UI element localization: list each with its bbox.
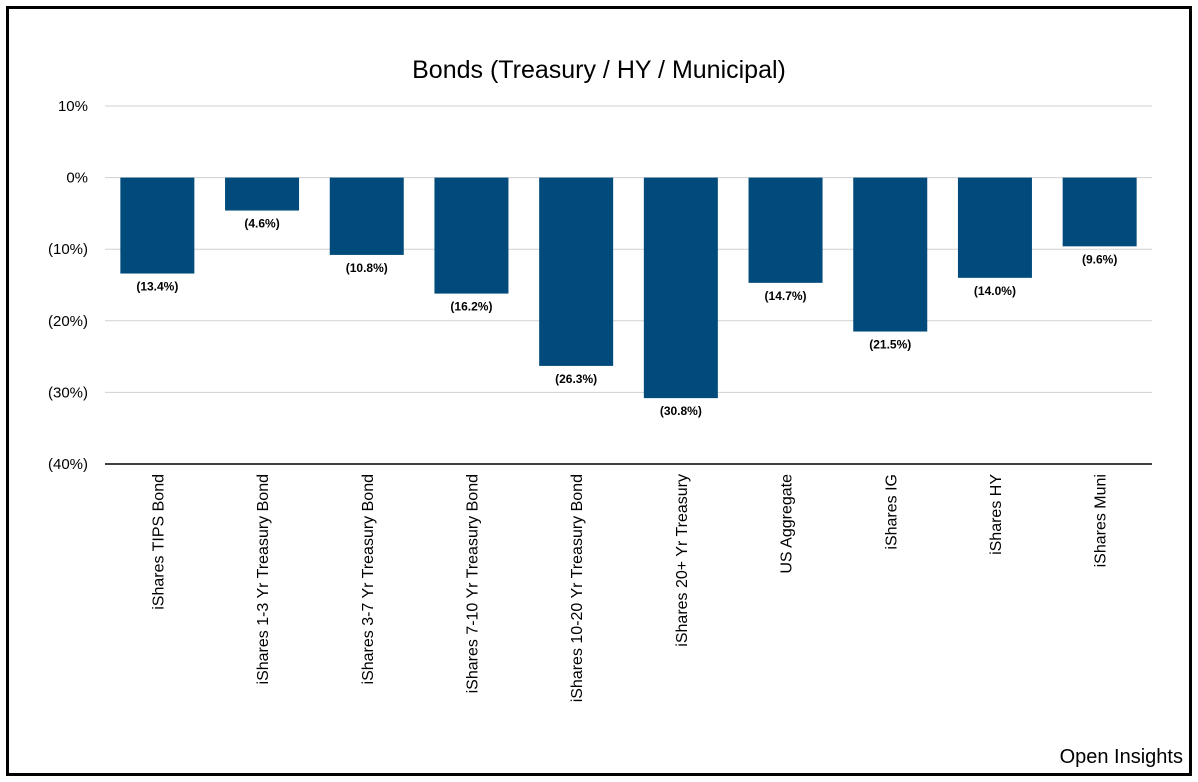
bar bbox=[225, 177, 300, 211]
bar bbox=[853, 177, 928, 332]
data-label: (21.5%) bbox=[869, 338, 911, 352]
data-label: (14.7%) bbox=[765, 289, 807, 303]
bar bbox=[539, 177, 614, 366]
x-tick-label: iShares 3-7 Yr Treasury Bond bbox=[360, 474, 377, 684]
bar bbox=[957, 177, 1032, 278]
x-tick-label: iShares 7-10 Yr Treasury Bond bbox=[464, 474, 481, 693]
data-label: (10.8%) bbox=[346, 261, 388, 275]
x-tick-label: iShares Muni bbox=[1093, 474, 1110, 567]
bar bbox=[434, 177, 509, 294]
x-tick-label: iShares TIPS Bond bbox=[150, 474, 167, 610]
y-tick-label: (20%) bbox=[48, 313, 88, 330]
y-tick-label: 10% bbox=[58, 98, 88, 115]
y-tick-label: 0% bbox=[66, 170, 88, 187]
bar bbox=[643, 177, 718, 399]
bar bbox=[1062, 177, 1137, 247]
x-tick-label: iShares 10-20 Yr Treasury Bond bbox=[569, 474, 586, 702]
bar bbox=[120, 177, 195, 274]
data-label: (16.2%) bbox=[450, 300, 492, 314]
data-label: (30.8%) bbox=[660, 404, 702, 418]
y-tick-label: (10%) bbox=[48, 241, 88, 258]
x-tick-label: iShares 1-3 Yr Treasury Bond bbox=[255, 474, 272, 684]
data-label: (9.6%) bbox=[1082, 252, 1117, 266]
x-tick-label: iShares 20+ Yr Treasury bbox=[674, 474, 691, 647]
x-tick-label: iShares IG bbox=[883, 474, 900, 550]
x-tick-label: US Aggregate bbox=[779, 474, 796, 574]
data-label: (13.4%) bbox=[136, 280, 178, 294]
x-tick-label: iShares HY bbox=[988, 474, 1005, 555]
data-label: (14.0%) bbox=[974, 284, 1016, 298]
y-tick-label: (30%) bbox=[48, 384, 88, 401]
bar bbox=[329, 177, 404, 255]
y-tick-label: (40%) bbox=[48, 456, 88, 473]
data-label: (4.6%) bbox=[244, 217, 279, 231]
bar bbox=[748, 177, 823, 283]
chart-title: Bonds (Treasury / HY / Municipal) bbox=[412, 56, 786, 84]
data-label: (26.3%) bbox=[555, 372, 597, 386]
watermark: Open Insights bbox=[1059, 746, 1183, 768]
chart-frame bbox=[6, 6, 1192, 776]
